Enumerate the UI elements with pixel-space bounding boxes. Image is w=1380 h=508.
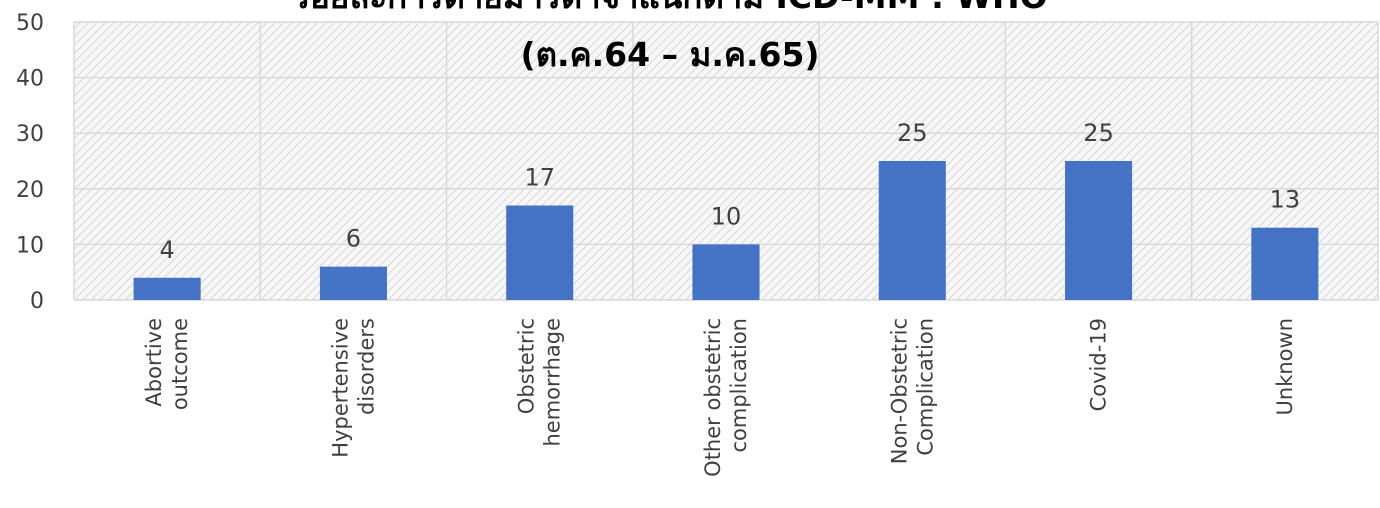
y-tick-label: 0: [30, 289, 44, 314]
chart-title: ร้อยละการตายมารดาจำแนกตาม ICD-MM : WHO: [292, 0, 1047, 16]
bar: [319, 266, 387, 300]
category-label-line: disorders: [354, 318, 378, 415]
category-label-line: Non-Obstetric: [887, 318, 911, 464]
bar: [506, 205, 574, 300]
y-tick-label: 20: [16, 178, 44, 203]
data-labels: 4 6 17 10 25 25 13: [160, 119, 1301, 264]
bar: [133, 277, 201, 300]
data-label: 4: [160, 236, 175, 264]
category-label: Covid-19: [1087, 318, 1111, 411]
bar: [1065, 161, 1133, 300]
y-tick-label: 40: [16, 67, 44, 92]
category-label-line: Obstetric: [515, 318, 539, 414]
category-label: Obstetric hemorrhage: [515, 318, 565, 447]
bar: [1251, 227, 1319, 300]
data-label: 25: [1083, 119, 1114, 147]
data-label: 17: [524, 163, 555, 191]
y-tick-label: 30: [16, 122, 44, 147]
category-label-line: Covid-19: [1087, 318, 1111, 411]
category-label-line: hemorrhage: [541, 318, 565, 447]
bar: [878, 161, 946, 300]
category-label-line: Complication: [913, 318, 937, 456]
category-label-line: Abortive: [142, 318, 166, 407]
category-label: Hypertensive disorders: [328, 318, 378, 458]
y-tick-label: 50: [16, 11, 44, 36]
data-label: 6: [346, 225, 361, 253]
bars: [133, 161, 1319, 300]
data-label: 10: [711, 202, 742, 230]
category-label: Other obstetric complication: [701, 318, 751, 477]
data-label: 25: [897, 119, 928, 147]
category-label: Abortive outcome: [142, 318, 192, 410]
y-tick-label: 10: [16, 233, 44, 258]
category-label: Non-Obstetric Complication: [887, 318, 937, 464]
category-label-line: Other obstetric: [701, 318, 725, 477]
chart-subtitle: (ต.ค.64 – ม.ค.65): [521, 35, 820, 74]
category-label-line: Unknown: [1273, 318, 1297, 415]
bar: [692, 244, 760, 300]
category-label-line: Hypertensive: [328, 318, 352, 458]
y-axis-tick-labels: 0 10 20 30 40 50: [16, 11, 44, 314]
category-label: Unknown: [1273, 318, 1297, 415]
data-label: 13: [1270, 186, 1301, 214]
category-label-line: complication: [727, 318, 751, 453]
category-label-line: outcome: [168, 318, 192, 410]
x-axis-category-labels: Abortive outcome Hypertensive disorders Obst…: [142, 318, 1297, 477]
